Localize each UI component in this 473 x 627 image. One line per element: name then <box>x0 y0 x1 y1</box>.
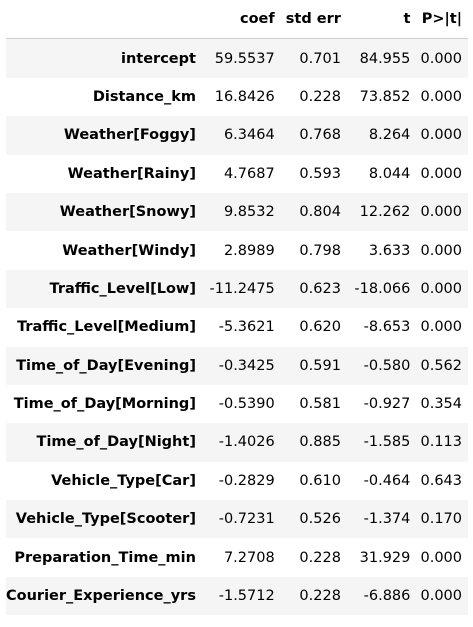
table-row: Vehicle_Type[Scooter] -0.7231 0.526 -1.3… <box>6 500 468 539</box>
coef-cell: -1.5712 <box>218 588 275 605</box>
table-row: intercept 59.5537 0.701 84.955 0.000 <box>6 38 468 78</box>
table-row: Time_of_Day[Night] -1.4026 0.885 -1.585 … <box>6 423 468 462</box>
t-cell: -6.886 <box>363 588 411 605</box>
t-cell: 31.929 <box>359 549 411 566</box>
p-value-cell: 0.113 <box>420 434 462 451</box>
coef-cell: 6.3464 <box>223 127 275 144</box>
p-value-cell: 0.562 <box>420 357 462 374</box>
p-value-cell: 0.000 <box>420 242 462 259</box>
coef-cell: 2.8989 <box>223 242 275 259</box>
std-err-cell: 0.610 <box>299 472 341 489</box>
t-cell: -1.374 <box>363 511 411 528</box>
p-value-cell: 0.000 <box>420 204 462 221</box>
coef-cell: 16.8426 <box>214 88 275 105</box>
table-row: Traffic_Level[Low] -11.2475 0.623 -18.06… <box>6 269 468 309</box>
row-label: Traffic_Level[Medium] <box>17 319 196 336</box>
coef-cell: 4.7687 <box>223 165 275 182</box>
t-cell: -8.653 <box>363 319 411 336</box>
row-label: Time_of_Day[Night] <box>36 434 196 451</box>
std-err-cell: 0.885 <box>299 434 341 451</box>
column-header-p-value: P>|t| <box>413 0 468 40</box>
column-header-std-err: std err <box>277 0 344 40</box>
table-row: Time_of_Day[Morning] -0.5390 0.581 -0.92… <box>6 384 468 424</box>
row-label: Weather[Windy] <box>62 242 196 259</box>
table-row: Traffic_Level[Medium] -5.3621 0.620 -8.6… <box>6 308 468 347</box>
p-value-cell: 0.000 <box>420 280 462 297</box>
regression-results-table: coef std err t P>|t| intercept 59.5537 0… <box>6 0 468 616</box>
std-err-cell: 0.581 <box>299 396 341 413</box>
p-value-cell: 0.000 <box>420 549 462 566</box>
coef-cell: -0.7231 <box>218 511 275 528</box>
row-label: Vehicle_Type[Scooter] <box>15 511 196 528</box>
row-label: Distance_km <box>92 88 196 105</box>
t-cell: 84.955 <box>359 50 411 67</box>
row-label: Courier_Experience_yrs <box>6 588 196 605</box>
std-err-cell: 0.804 <box>299 204 341 221</box>
row-label: intercept <box>121 50 196 67</box>
coef-cell: 7.2708 <box>223 549 275 566</box>
std-err-cell: 0.526 <box>299 511 341 528</box>
coef-cell: -0.5390 <box>218 396 275 413</box>
column-header-t: t <box>343 0 414 40</box>
coef-cell: -1.4026 <box>218 434 275 451</box>
coef-cell: -0.2829 <box>218 472 275 489</box>
t-cell: 8.264 <box>368 127 411 144</box>
t-cell: -0.464 <box>363 472 411 489</box>
t-cell: 12.262 <box>359 204 411 221</box>
table-row: Time_of_Day[Evening] -0.3425 0.591 -0.58… <box>6 346 468 385</box>
std-err-cell: 0.593 <box>299 165 341 182</box>
t-cell: 3.633 <box>368 242 411 259</box>
p-value-cell: 0.170 <box>420 511 462 528</box>
std-err-cell: 0.701 <box>299 50 341 67</box>
row-label: Vehicle_Type[Car] <box>51 472 196 489</box>
std-err-cell: 0.623 <box>299 280 341 297</box>
p-value-cell: 0.354 <box>420 396 462 413</box>
table-row: Courier_Experience_yrs -1.5712 0.228 -6.… <box>6 576 468 616</box>
p-value-cell: 0.000 <box>420 588 462 605</box>
t-cell: -0.580 <box>363 357 411 374</box>
std-err-cell: 0.228 <box>299 588 341 605</box>
header-row: coef std err t P>|t| <box>6 0 468 40</box>
row-label: Weather[Foggy] <box>63 127 196 144</box>
p-value-cell: 0.000 <box>420 165 462 182</box>
row-label: Time_of_Day[Evening] <box>16 357 196 374</box>
std-err-cell: 0.228 <box>299 549 341 566</box>
p-value-cell: 0.000 <box>420 319 462 336</box>
column-header-index <box>6 0 200 40</box>
table-row: Weather[Windy] 2.8989 0.798 3.633 0.000 <box>6 231 468 270</box>
coef-cell: -11.2475 <box>209 280 275 297</box>
t-cell: 73.852 <box>359 88 411 105</box>
table-row: Weather[Snowy] 9.8532 0.804 12.262 0.000 <box>6 192 468 232</box>
table-row: Distance_km 16.8426 0.228 73.852 0.000 <box>6 77 468 117</box>
column-header-coef: coef <box>199 0 278 40</box>
p-value-cell: 0.000 <box>420 127 462 144</box>
row-label: Traffic_Level[Low] <box>49 280 196 297</box>
t-cell: -18.066 <box>354 280 411 297</box>
coef-cell: 9.8532 <box>223 204 275 221</box>
std-err-cell: 0.620 <box>299 319 341 336</box>
coef-cell: -0.3425 <box>218 357 275 374</box>
std-err-cell: 0.591 <box>299 357 341 374</box>
std-err-cell: 0.768 <box>299 127 341 144</box>
row-label: Weather[Rainy] <box>67 165 196 182</box>
std-err-cell: 0.228 <box>299 88 341 105</box>
t-cell: -1.585 <box>363 434 411 451</box>
t-cell: 8.044 <box>368 165 411 182</box>
row-label: Weather[Snowy] <box>59 204 196 221</box>
p-value-cell: 0.000 <box>420 50 462 67</box>
row-label: Time_of_Day[Morning] <box>13 396 196 413</box>
p-value-cell: 0.643 <box>420 472 462 489</box>
std-err-cell: 0.798 <box>299 242 341 259</box>
table-row: Weather[Rainy] 4.7687 0.593 8.044 0.000 <box>6 154 468 193</box>
table-row: Preparation_Time_min 7.2708 0.228 31.929… <box>6 538 468 577</box>
p-value-cell: 0.000 <box>420 88 462 105</box>
t-cell: -0.927 <box>363 396 411 413</box>
coef-cell: -5.3621 <box>218 319 275 336</box>
row-label: Preparation_Time_min <box>14 549 196 566</box>
coef-cell: 59.5537 <box>214 50 275 67</box>
table-row: Weather[Foggy] 6.3464 0.768 8.264 0.000 <box>6 116 468 155</box>
table-row: Vehicle_Type[Car] -0.2829 0.610 -0.464 0… <box>6 461 468 501</box>
